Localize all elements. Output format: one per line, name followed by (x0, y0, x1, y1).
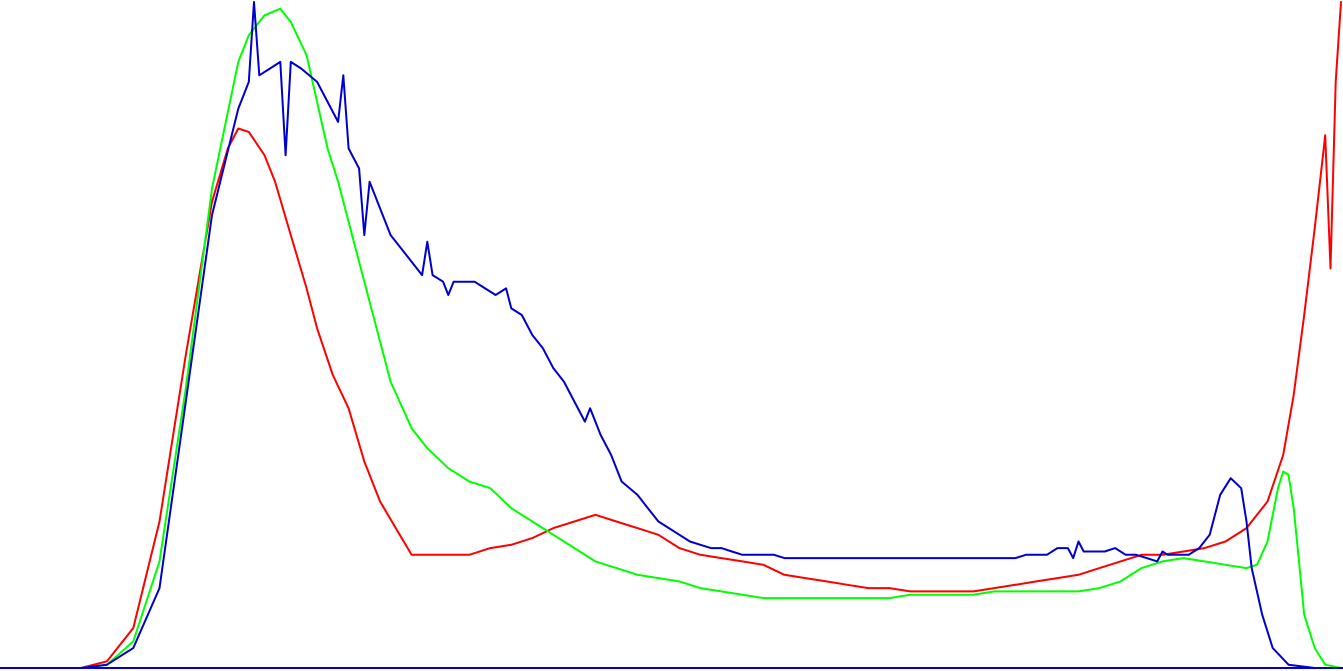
series-layer (79, 1, 1342, 669)
series-line-blue (79, 1, 1342, 669)
series-line-red (79, 1, 1342, 669)
